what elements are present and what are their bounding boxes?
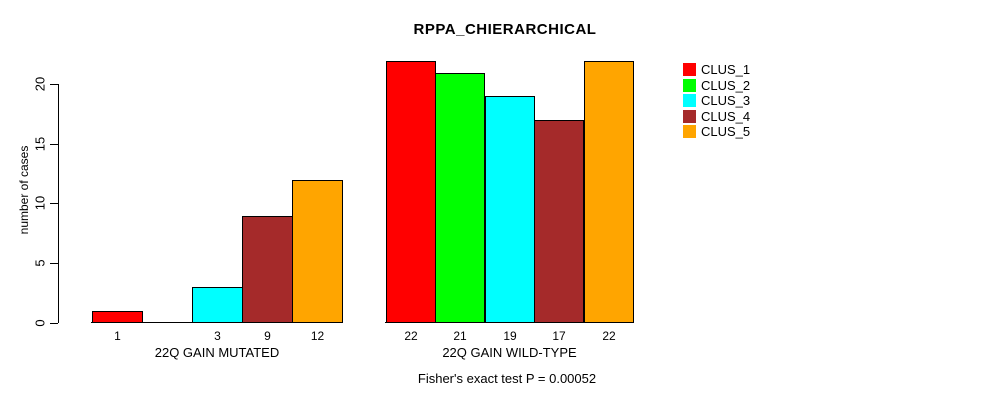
chart-title: RPPA_CHIERARCHICAL — [413, 21, 597, 38]
legend-swatch — [683, 94, 696, 107]
bar-CLUS_1 — [386, 61, 436, 323]
y-tick-mark — [50, 323, 58, 324]
x-axis-baseline — [385, 322, 634, 323]
bar-value-label: 3 — [214, 329, 221, 343]
legend-label: CLUS_5 — [701, 124, 751, 139]
y-tick-label: 10 — [32, 195, 48, 211]
bar-value-label: 22 — [602, 329, 616, 343]
legend-swatch — [683, 63, 696, 76]
bar-value-label: 12 — [310, 329, 325, 343]
y-tick-mark — [50, 203, 58, 204]
bar-CLUS_3 — [192, 287, 243, 323]
legend-label: CLUS_4 — [701, 108, 751, 124]
legend-swatch — [683, 125, 696, 138]
x-axis-baseline — [91, 322, 343, 323]
y-tick-mark — [50, 263, 58, 264]
legend-item: CLUS_5 — [683, 125, 750, 138]
legend-item: CLUS_3 — [683, 94, 750, 107]
legend-swatch — [683, 109, 696, 123]
legend-item: CLUS_2 — [683, 77, 751, 93]
fisher-test-annotation: Fisher's exact test P = 0.00052 — [417, 371, 597, 386]
y-tick-mark — [50, 84, 58, 85]
legend-swatch — [683, 78, 696, 92]
bar-CLUS_5 — [292, 180, 343, 323]
y-axis-line — [58, 84, 59, 323]
legend-label: CLUS_2 — [701, 77, 751, 93]
bar-value-label: 9 — [264, 329, 271, 343]
bar-CLUS_4 — [534, 120, 584, 323]
y-tick-label: 5 — [32, 259, 48, 267]
bar-CLUS_3 — [485, 96, 535, 323]
legend-label: CLUS_1 — [701, 62, 751, 77]
bar-value-label: 1 — [114, 329, 121, 343]
y-tick-label: 15 — [32, 136, 48, 152]
legend-item: CLUS_4 — [683, 108, 751, 124]
y-tick-label: 20 — [32, 76, 48, 92]
bar-value-label: 21 — [453, 329, 467, 343]
legend-item: CLUS_1 — [683, 63, 750, 76]
bar-CLUS_2 — [435, 73, 485, 323]
bar-value-label: 19 — [503, 329, 517, 343]
group-label: 22Q GAIN WILD-TYPE — [442, 345, 577, 360]
y-tick-label: 0 — [32, 319, 48, 327]
bar-CLUS_5 — [584, 61, 634, 323]
y-axis-title: number of cases — [17, 145, 31, 235]
y-tick-mark — [50, 144, 58, 145]
group-label: 22Q GAIN MUTATED — [154, 345, 280, 360]
legend: CLUS_1 CLUS_2 CLUS_3 CLUS_4 CLUS_5 — [683, 63, 750, 141]
bar-CLUS_4 — [242, 216, 293, 323]
bar-value-label: 17 — [552, 329, 566, 343]
bar-value-label: 22 — [404, 329, 418, 343]
legend-label: CLUS_3 — [701, 93, 751, 108]
